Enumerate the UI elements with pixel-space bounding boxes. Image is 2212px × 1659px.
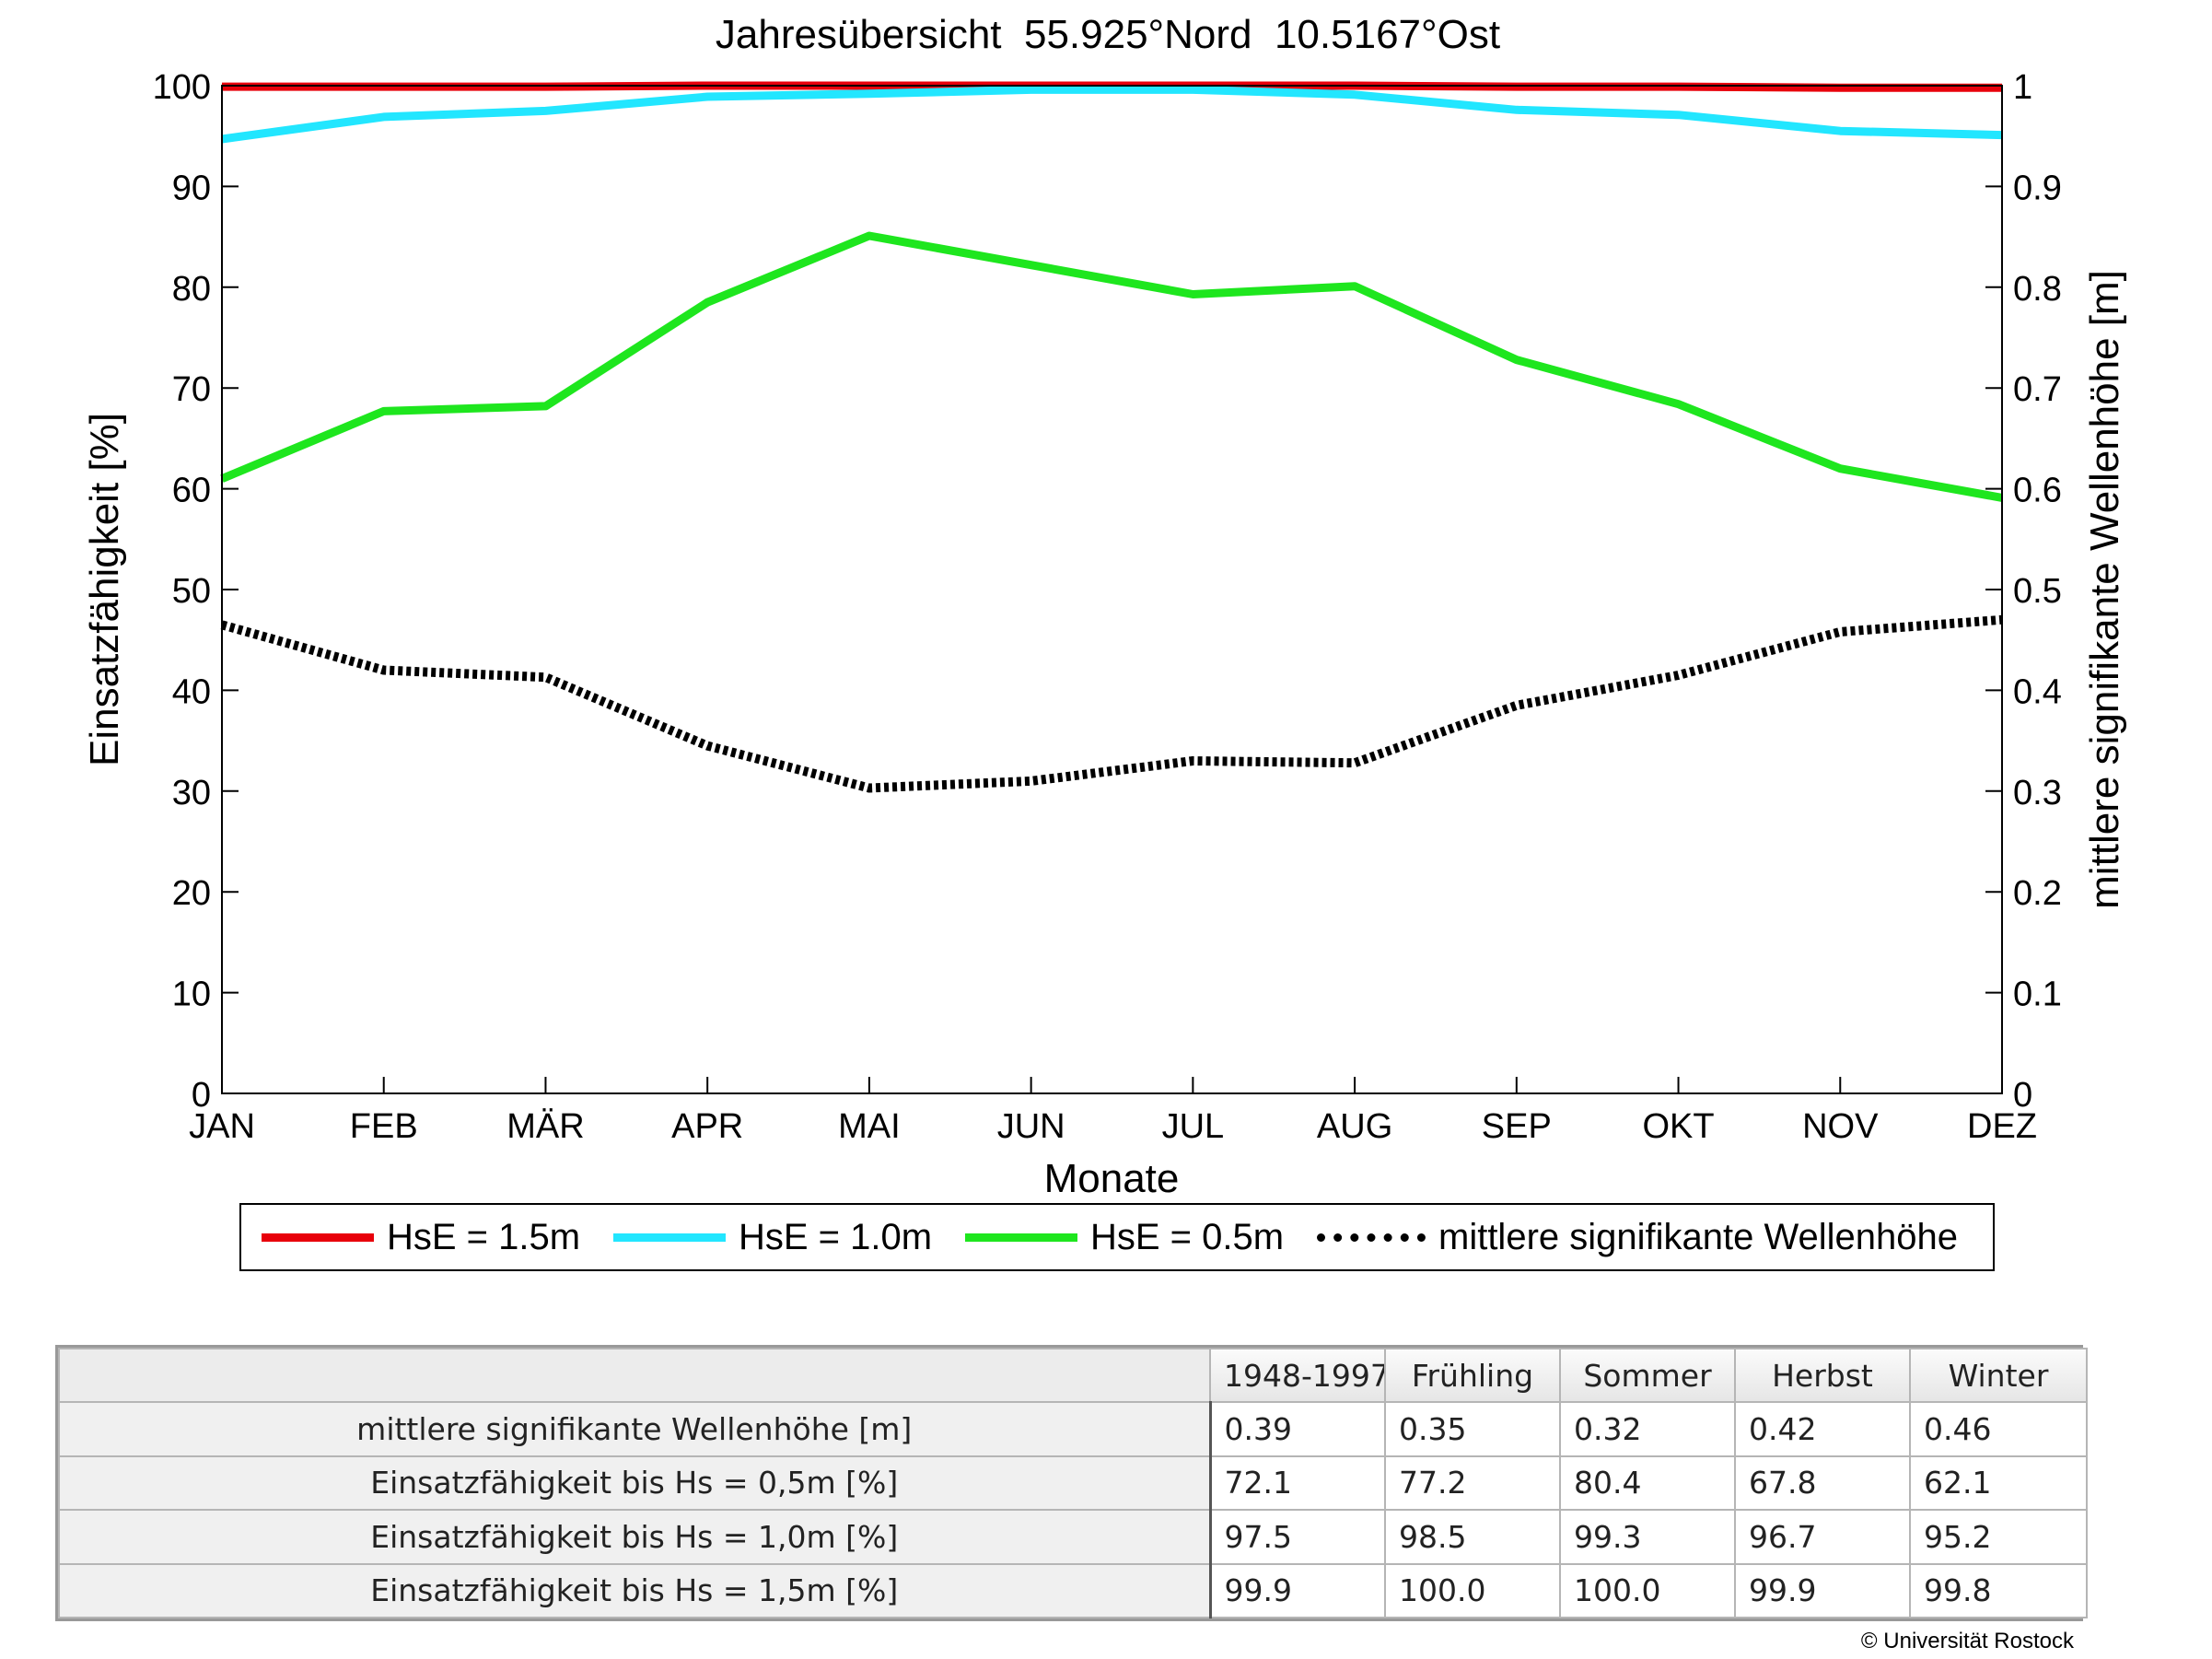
y-tick-label-right: 0.5 [2013, 572, 2062, 611]
y-tick-label-right: 0.7 [2013, 370, 2062, 409]
x-tick-label: SEP [1482, 1107, 1552, 1146]
row-label: mittlere signifikante Wellenhöhe [m] [58, 1401, 1212, 1457]
table-cell: 98.5 [1384, 1509, 1561, 1565]
x-tick-label: JUN [997, 1107, 1065, 1146]
table-cell: 99.8 [1909, 1562, 2088, 1619]
table-cell: 0.35 [1384, 1401, 1561, 1457]
table-row: Einsatzfähigkeit bis Hs = 1,5m [%] 99.9 … [58, 1562, 2088, 1619]
y-tick-label-right: 0 [2013, 1076, 2032, 1115]
column-header: Winter [1909, 1347, 2088, 1404]
legend-item-hse-1-5: HsE = 1.5m [262, 1205, 580, 1269]
column-header: 1948-1997 [1209, 1347, 1386, 1404]
table-cell: 95.2 [1909, 1509, 2088, 1565]
legend-label: HsE = 0.5m [1090, 1216, 1285, 1257]
x-tick-label: OKT [1642, 1107, 1714, 1146]
table-cell: 100.0 [1559, 1562, 1736, 1619]
summary-table: 1948-1997 Frühling Sommer Herbst Winter … [55, 1345, 2088, 1621]
y-tick-label-right: 0.2 [2013, 874, 2062, 913]
y-tick-label-left: 20 [172, 874, 211, 913]
table-cell: 0.46 [1909, 1401, 2088, 1457]
row-label: Einsatzfähigkeit bis Hs = 1,5m [%] [58, 1562, 1212, 1619]
y-tick-label-left: 80 [172, 270, 211, 309]
y-tick-label-left: 100 [153, 68, 211, 107]
table-cell: 97.5 [1209, 1509, 1386, 1565]
y-tick-label-left: 30 [172, 774, 211, 812]
y-axis-label-left: Einsatzfähigkeit [%] [82, 413, 127, 766]
y-tick-label-left: 60 [172, 472, 211, 510]
y-tick-label-right: 0.3 [2013, 774, 2062, 812]
table-cell: 96.7 [1734, 1509, 1911, 1565]
x-tick-label: MÄR [506, 1107, 584, 1146]
table-cell: 0.32 [1559, 1401, 1736, 1457]
plot-area [221, 85, 2003, 1094]
table-cell: 100.0 [1384, 1562, 1561, 1619]
column-header: Herbst [1734, 1347, 1911, 1404]
legend-label: HsE = 1.5m [387, 1216, 581, 1257]
x-tick-label: JAN [189, 1107, 255, 1146]
y-tick-label-right: 0.6 [2013, 472, 2062, 510]
y-tick-label-right: 0.9 [2013, 169, 2062, 207]
row-label: Einsatzfähigkeit bis Hs = 0,5m [%] [58, 1455, 1212, 1512]
x-tick-label: AUG [1317, 1107, 1392, 1146]
y-tick-label-right: 0.8 [2013, 270, 2062, 309]
y-tick-label-left: 10 [172, 976, 211, 1014]
legend-swatch-black-dotted [1317, 1233, 1426, 1242]
y-tick-label-left: 0 [192, 1076, 211, 1115]
table-cell: 67.8 [1734, 1455, 1911, 1512]
x-tick-label: FEB [350, 1107, 418, 1146]
series-line-hse-1 [221, 85, 2003, 144]
x-tick-label: APR [671, 1107, 743, 1146]
chart: Jahresübersicht 55.925°Nord 10.5167°Ost … [82, 12, 2127, 1198]
table-header-row: 1948-1997 Frühling Sommer Herbst Winter [58, 1347, 2088, 1404]
y-tick-label-left: 40 [172, 672, 211, 711]
legend-swatch-cyan [613, 1233, 726, 1242]
y-tick-label-left: 70 [172, 370, 211, 409]
row-label: Einsatzfähigkeit bis Hs = 1,0m [%] [58, 1509, 1212, 1565]
y-axis-label-right: mittlere signifikante Wellenhöhe [m] [2082, 270, 2127, 909]
chart-title: Jahresübersicht 55.925°Nord 10.5167°Ost [716, 12, 1500, 57]
table-corner-cell [58, 1347, 1211, 1404]
legend-item-hse-0-5: HsE = 0.5m [965, 1205, 1284, 1269]
legend-item-mean-wave-height: mittlere signifikante Wellenhöhe [1317, 1205, 1958, 1269]
copyright-notice: © Universität Rostock [1860, 1629, 2074, 1653]
table-row: Einsatzfähigkeit bis Hs = 0,5m [%] 72.1 … [58, 1455, 2088, 1512]
x-tick-label: MAI [838, 1107, 901, 1146]
column-header: Frühling [1384, 1347, 1561, 1404]
y-tick-label-left: 50 [172, 572, 211, 611]
legend-item-hse-1-0: HsE = 1.0m [613, 1205, 932, 1269]
table-cell: 62.1 [1909, 1455, 2088, 1512]
y-tick-label-right: 0.4 [2013, 672, 2062, 711]
y-tick-label-right: 1 [2013, 68, 2032, 107]
legend-swatch-red [262, 1233, 374, 1242]
x-tick-label: NOV [1802, 1107, 1879, 1146]
chart-legend: HsE = 1.5m HsE = 1.0m HsE = 0.5m mittler… [239, 1203, 1995, 1271]
y-tick-label-right: 0.1 [2013, 976, 2062, 1014]
table-cell: 99.3 [1559, 1509, 1736, 1565]
y-tick-label-left: 90 [172, 169, 211, 207]
x-axis-label: Monate [1044, 1156, 1180, 1198]
legend-label: mittlere signifikante Wellenhöhe [1438, 1216, 1959, 1257]
table-cell: 77.2 [1384, 1455, 1561, 1512]
table-row: Einsatzfähigkeit bis Hs = 1,0m [%] 97.5 … [58, 1509, 2088, 1565]
table-cell: 0.39 [1209, 1401, 1386, 1457]
table-row: mittlere signifikante Wellenhöhe [m] 0.3… [58, 1401, 2088, 1457]
table-cell: 0.42 [1734, 1401, 1911, 1457]
x-tick-label: DEZ [1967, 1107, 2037, 1146]
series-line-hse-2 [220, 231, 2003, 502]
table-cell: 99.9 [1734, 1562, 1911, 1619]
table-cell: 72.1 [1209, 1455, 1386, 1512]
table-cell: 99.9 [1209, 1562, 1386, 1619]
x-tick-label: JUL [1162, 1107, 1225, 1146]
legend-swatch-green [965, 1233, 1077, 1242]
legend-label: HsE = 1.0m [739, 1216, 933, 1257]
series-line-mean-wave-height [220, 614, 2003, 793]
table-cell: 80.4 [1559, 1455, 1736, 1512]
column-header: Sommer [1559, 1347, 1736, 1404]
